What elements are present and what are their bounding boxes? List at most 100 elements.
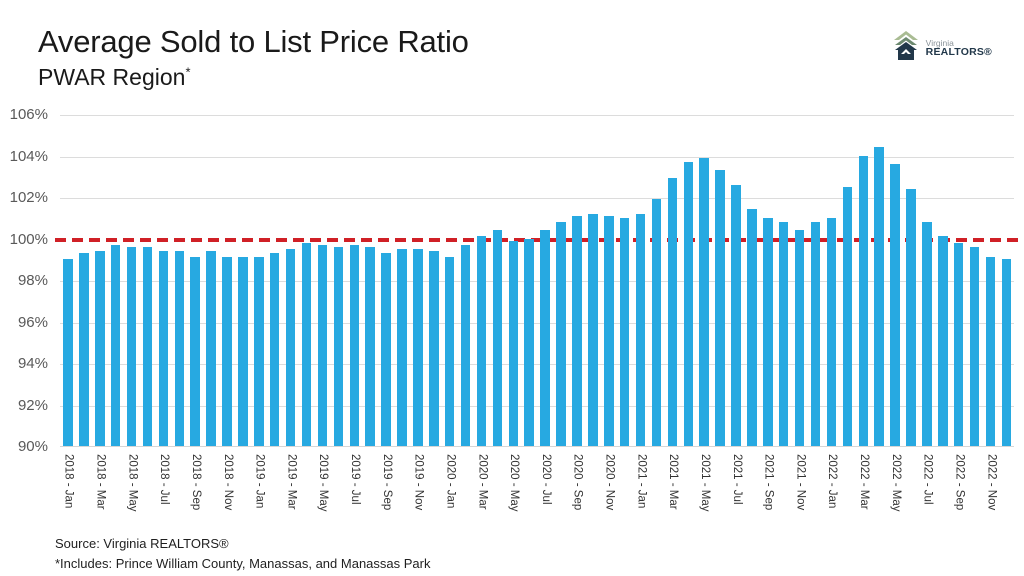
x-axis-tick-label: 2018 - Mar [94, 454, 107, 510]
bar-slot [187, 115, 203, 446]
bar-slot [728, 115, 744, 446]
x-axis-tick-label: 2021 - Sep [762, 454, 775, 511]
x-axis: 2018 - Jan 2018 - Mar 2018 - May 2018 - Jul… [60, 454, 1014, 534]
bar-slot [442, 115, 458, 446]
bar-slot [458, 115, 474, 446]
x-axis-tick-label: 2019 - Sep [380, 454, 393, 511]
x-axis-tick-label: 2020 - Sep [571, 454, 584, 511]
footnote-text: *Includes: Prince William County, Manass… [55, 556, 431, 571]
brand-name-top: Virginia [925, 37, 954, 48]
x-slot: 2018 - Nov [219, 454, 235, 534]
x-slot [458, 454, 474, 534]
x-slot: 2020 - Sep [569, 454, 585, 534]
gridline [60, 115, 1014, 116]
bar-2021-Sep [763, 217, 773, 446]
x-axis-tick-label: 2022 - Mar [858, 454, 871, 510]
x-axis-tick-label: 2019 - Mar [285, 454, 298, 510]
bar-2018-Feb [79, 253, 89, 446]
bar-2018-Apr [110, 244, 121, 446]
y-axis-tick-label: 106% [9, 106, 48, 123]
x-slot [426, 454, 442, 534]
bar-slot [617, 115, 633, 446]
bar-slot [505, 115, 521, 446]
x-axis-tick-label: 2020 - May [508, 454, 521, 512]
gridline [60, 156, 1014, 158]
x-axis-tick-label: 2018 - Nov [221, 454, 234, 511]
bar-slot [601, 115, 617, 446]
bar-2019-Feb [269, 253, 280, 446]
bar-2019-Jan [254, 257, 264, 446]
bar-2019-Mar [285, 248, 296, 446]
y-axis-tick-label: 96% [17, 313, 48, 331]
brand-name: Virginia REALTORS® [925, 37, 992, 59]
bar-slot [60, 115, 76, 446]
x-slot: 2020 - Nov [601, 454, 617, 534]
x-slot [712, 454, 728, 534]
x-axis-tick-label: 2020 - Nov [603, 454, 616, 511]
bar-slot [362, 115, 378, 446]
bar-slot [489, 115, 505, 446]
chart-title: Average Sold to List Price Ratio [38, 24, 469, 59]
x-slot: 2018 - Sep [187, 454, 203, 534]
x-slot [553, 454, 569, 534]
bar-slot [426, 115, 442, 446]
bar-slot [155, 115, 171, 446]
bar-slot [919, 115, 935, 446]
x-slot [680, 454, 696, 534]
x-slot [967, 454, 983, 534]
x-axis-tick-label: 2020 - Mar [476, 454, 489, 510]
x-slot [998, 454, 1014, 534]
bar-2022-Nov [985, 257, 996, 446]
bar-slot [124, 115, 140, 446]
bar-slot [633, 115, 649, 446]
x-axis-tick-label: 2018 - May [126, 454, 139, 512]
bar-2019-Aug [365, 246, 375, 446]
y-axis-tick-label: 90% [17, 438, 48, 455]
x-slot: 2022 - Jul [919, 454, 935, 534]
bar-2021-Jul [731, 184, 741, 446]
bar-slot [92, 115, 108, 446]
bar-2019-Nov [413, 248, 423, 446]
bar-2021-Jan [635, 213, 646, 446]
bar-slot [378, 115, 394, 446]
bar-slot [760, 115, 776, 446]
x-axis-tick-label: 2020 - Jan [444, 454, 457, 509]
x-slot: 2019 - Nov [410, 454, 426, 534]
bar-2018-May [126, 246, 137, 446]
x-axis-tick-label: 2022 - Nov [985, 454, 998, 511]
bar-2021-Oct [778, 221, 789, 446]
x-slot: 2022 - Sep [951, 454, 967, 534]
bar-slot [315, 115, 331, 446]
bar-2018-Aug [174, 250, 185, 446]
bar-slot [935, 115, 951, 446]
x-slot: 2021 - Sep [760, 454, 776, 534]
bar-2022-Feb [842, 186, 853, 446]
bar-2022-Aug [938, 236, 948, 446]
bar-2021-Mar [667, 178, 678, 446]
gridline [60, 322, 1014, 324]
x-axis-tick-label: 2021 - Mar [667, 454, 680, 510]
bar-slot [712, 115, 728, 446]
x-slot: 2020 - Mar [474, 454, 490, 534]
x-slot [903, 454, 919, 534]
bar-2020-Oct [588, 213, 598, 446]
bar-slot [824, 115, 840, 446]
x-axis-tick-label: 2019 - Jan [253, 454, 266, 509]
bar-2022-Dec [1001, 259, 1012, 446]
x-slot [489, 454, 505, 534]
bar-slot [474, 115, 490, 446]
x-slot [935, 454, 951, 534]
x-slot [140, 454, 156, 534]
bar-slot [839, 115, 855, 446]
x-slot: 2021 - May [696, 454, 712, 534]
x-slot [394, 454, 410, 534]
x-slot: 2021 - Jul [728, 454, 744, 534]
x-slot: 2022 - Nov [983, 454, 999, 534]
bar-slot [171, 115, 187, 446]
bar-2020-Jun [524, 238, 534, 446]
bar-2020-May [508, 240, 519, 446]
x-slot [203, 454, 219, 534]
bar-slot [330, 115, 346, 446]
bar-2018-Mar [95, 250, 105, 446]
x-slot: 2021 - Jan [633, 454, 649, 534]
